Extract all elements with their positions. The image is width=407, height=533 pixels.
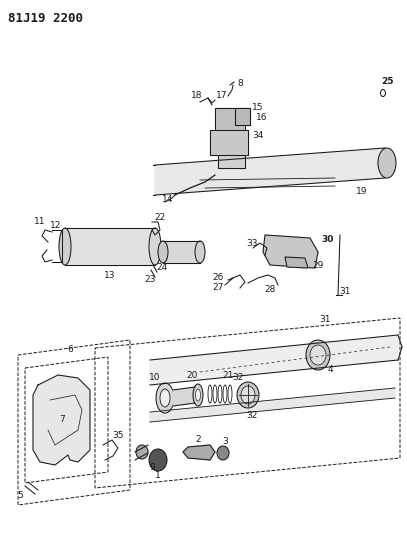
Text: 11: 11	[34, 217, 46, 227]
Ellipse shape	[136, 445, 148, 459]
Ellipse shape	[310, 345, 326, 365]
Text: 33: 33	[246, 238, 258, 247]
Text: 29: 29	[312, 261, 324, 270]
Polygon shape	[155, 148, 385, 195]
Text: 32: 32	[232, 374, 244, 383]
Text: 19: 19	[356, 188, 368, 197]
Ellipse shape	[195, 389, 201, 401]
Text: 28: 28	[264, 286, 276, 295]
Text: 31: 31	[319, 316, 331, 325]
Text: 30: 30	[322, 236, 334, 245]
Text: 22: 22	[154, 214, 166, 222]
Polygon shape	[65, 228, 155, 265]
Ellipse shape	[149, 228, 161, 265]
Text: 2: 2	[195, 435, 201, 445]
Polygon shape	[163, 241, 200, 263]
Ellipse shape	[237, 382, 259, 408]
Ellipse shape	[193, 384, 203, 406]
Ellipse shape	[156, 383, 174, 413]
Text: 17: 17	[216, 92, 228, 101]
Polygon shape	[150, 335, 398, 385]
Ellipse shape	[59, 228, 71, 265]
Text: 5: 5	[17, 490, 23, 499]
Text: 16: 16	[256, 112, 268, 122]
Text: 13: 13	[104, 271, 116, 279]
Ellipse shape	[149, 449, 167, 471]
Text: 3: 3	[222, 438, 228, 447]
Ellipse shape	[195, 241, 205, 263]
Text: 7: 7	[59, 416, 65, 424]
Text: 4: 4	[327, 366, 333, 375]
Polygon shape	[173, 387, 195, 406]
Text: 32: 32	[246, 410, 258, 419]
Text: 26: 26	[212, 273, 224, 282]
Polygon shape	[183, 445, 215, 460]
Text: 21: 21	[222, 370, 234, 379]
Polygon shape	[263, 235, 318, 268]
Text: 25: 25	[382, 77, 394, 86]
Ellipse shape	[241, 386, 255, 404]
Polygon shape	[285, 257, 308, 268]
Text: 20: 20	[186, 370, 198, 379]
Text: 10: 10	[149, 374, 161, 383]
Text: 15: 15	[252, 102, 264, 111]
Text: 1: 1	[155, 472, 161, 481]
Polygon shape	[210, 130, 248, 155]
Text: 81J19 2200: 81J19 2200	[8, 12, 83, 25]
Text: 24: 24	[156, 263, 168, 272]
Ellipse shape	[378, 148, 396, 178]
Ellipse shape	[158, 241, 168, 263]
Ellipse shape	[217, 446, 229, 460]
Text: 35: 35	[112, 431, 124, 440]
Text: 27: 27	[212, 284, 224, 293]
Text: 6: 6	[67, 345, 73, 354]
Polygon shape	[235, 108, 250, 125]
Polygon shape	[33, 375, 90, 465]
Text: 18: 18	[191, 92, 203, 101]
Ellipse shape	[306, 340, 330, 370]
Polygon shape	[150, 388, 395, 422]
Text: 12: 12	[50, 221, 62, 230]
Text: 8: 8	[237, 78, 243, 87]
Text: 9: 9	[149, 464, 155, 472]
Polygon shape	[218, 155, 245, 168]
Text: 23: 23	[144, 276, 156, 285]
Text: 34: 34	[252, 131, 264, 140]
Text: 14: 14	[162, 196, 174, 205]
Ellipse shape	[160, 389, 170, 407]
Text: 31: 31	[339, 287, 351, 296]
Polygon shape	[215, 108, 245, 130]
